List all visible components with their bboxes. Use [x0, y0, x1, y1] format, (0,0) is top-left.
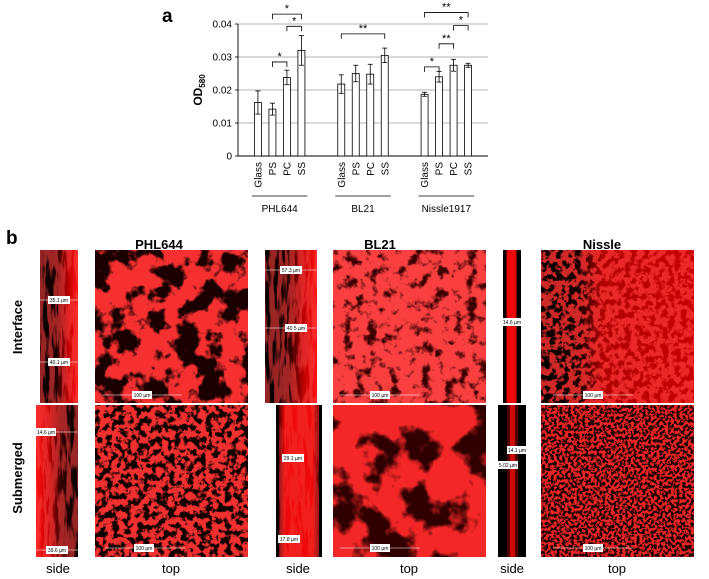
significance-label: **: [442, 33, 451, 45]
scale-label: 14.6 µm: [37, 430, 55, 436]
bar: [435, 76, 443, 157]
bar: [420, 93, 429, 157]
category-label: PS: [351, 162, 362, 176]
strain-title-phl644: PHL644: [135, 237, 183, 252]
y-tick-label: 0.02: [213, 86, 233, 97]
y-tick-label: 0.03: [213, 53, 233, 64]
category-label: PC: [282, 162, 293, 176]
scale-label: 14.6 µm: [503, 320, 521, 326]
panel-a-letter: a: [162, 6, 173, 27]
significance-label: *: [278, 51, 283, 63]
scale-label: 29.1 µm: [284, 456, 302, 462]
y-tick-label: 0.01: [213, 119, 233, 130]
category-label: Glass: [420, 162, 431, 188]
bar: [337, 83, 346, 157]
panel-b-letter: b: [6, 228, 18, 249]
significance-bracket: [453, 25, 469, 31]
scale-label: 35.1 µm: [50, 298, 68, 304]
row-label-submerged: Submerged: [10, 442, 25, 514]
image-phl644-submerged-top: 100 µm: [95, 405, 248, 557]
significance-bracket: [424, 66, 440, 72]
category-label: SS: [297, 162, 308, 176]
scale-label: 100 µm: [136, 546, 153, 552]
bar: [464, 64, 472, 157]
image-bl21-submerged-top: 100 µm: [333, 405, 486, 557]
scale-label: 100 µm: [585, 546, 602, 552]
bar: [268, 108, 277, 157]
image-nissle-submerged-top: 100 µm: [541, 405, 694, 557]
significance-label: **: [442, 1, 451, 13]
image-bl21-interface-side: 57.3 µm 40.5 µm: [265, 250, 317, 403]
category-label: SS: [380, 162, 391, 176]
image-bl21-submerged-side: 29.1 µm 17.8 µm: [276, 405, 322, 557]
image-phl644-interface-top: 100 µm: [95, 250, 248, 403]
significance-bracket: [438, 43, 454, 49]
group-label: Nissle1917: [422, 204, 472, 215]
scale-label: 14.1 µm: [508, 448, 526, 454]
view-label-top: top: [400, 561, 418, 576]
image-nissle-interface-side: 14.6 µm: [503, 250, 521, 403]
view-label-top: top: [162, 561, 180, 576]
image-nissle-interface-top: 100 µm: [541, 250, 694, 403]
significance-bracket: [340, 33, 386, 39]
bar: [297, 50, 306, 157]
significance-label: **: [359, 23, 368, 35]
bar: [283, 77, 291, 157]
view-label-side: side: [500, 561, 524, 576]
y-tick-label: 0.04: [213, 20, 233, 31]
significance-bracket: [424, 12, 469, 18]
scale-label: 57.3 µm: [282, 268, 300, 274]
category-label: PC: [366, 162, 377, 176]
image-nissle-submerged-side: 5.02 µm 14.1 µm: [498, 405, 527, 557]
view-label-side: side: [286, 561, 310, 576]
bar: [449, 64, 458, 157]
y-axis-label: OD580: [191, 74, 207, 106]
scale-label: 100 µm: [372, 393, 389, 399]
view-label-side: side: [46, 561, 70, 576]
bar: [351, 73, 360, 157]
category-label: SS: [464, 162, 475, 176]
category-label: PS: [268, 162, 279, 176]
group-label: PHL644: [262, 204, 299, 215]
scale-label: 40.1 µm: [50, 360, 68, 366]
image-phl644-submerged-side: 14.6 µm 39.6 µm: [36, 405, 78, 557]
significance-bracket: [286, 25, 302, 32]
strain-title-nissle: Nissle: [583, 237, 621, 252]
category-label: Glass: [337, 162, 348, 188]
significance-label: *: [459, 15, 464, 27]
image-phl644-interface-side: 35.1 µm 40.1 µm: [40, 250, 78, 403]
view-label-top: top: [608, 561, 626, 576]
category-label: PC: [449, 162, 460, 176]
bar: [366, 73, 375, 157]
strain-title-bl21: BL21: [364, 237, 396, 252]
scale-label: 5.02 µm: [499, 463, 517, 469]
row-label-interface: Interface: [10, 300, 25, 354]
scale-label: 100 µm: [134, 393, 151, 399]
significance-bracket: [272, 13, 302, 20]
scale-label: 17.8 µm: [280, 537, 298, 543]
scale-label: 39.6 µm: [48, 548, 66, 554]
category-label: Glass: [253, 162, 264, 188]
y-tick-label: 0: [226, 152, 232, 163]
group-label: BL21: [351, 204, 375, 215]
scale-label: 100 µm: [585, 393, 602, 399]
significance-label: *: [292, 15, 297, 27]
significance-label: *: [285, 3, 290, 15]
scale-label: 100 µm: [372, 546, 389, 552]
image-bl21-interface-top: 100 µm: [333, 250, 486, 403]
significance-label: *: [430, 56, 435, 68]
scale-label: 40.5 µm: [287, 326, 305, 332]
significance-bracket: [272, 61, 288, 67]
category-label: PS: [435, 162, 446, 176]
bar: [380, 54, 389, 157]
